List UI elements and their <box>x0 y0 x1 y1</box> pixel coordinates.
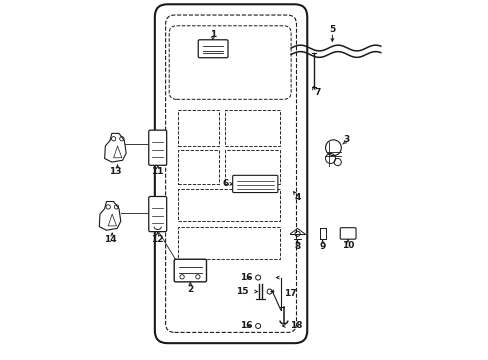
Text: 10: 10 <box>341 241 354 250</box>
Polygon shape <box>99 202 121 230</box>
Text: 15: 15 <box>235 287 247 296</box>
Text: 16: 16 <box>240 273 252 282</box>
FancyBboxPatch shape <box>198 40 227 58</box>
Bar <box>224 149 280 184</box>
FancyBboxPatch shape <box>148 130 166 165</box>
Bar <box>178 110 219 146</box>
FancyBboxPatch shape <box>174 259 206 282</box>
Text: 11: 11 <box>151 167 163 176</box>
Text: 2: 2 <box>187 285 193 294</box>
Bar <box>178 189 280 221</box>
Text: 17: 17 <box>284 289 296 298</box>
Polygon shape <box>104 134 126 162</box>
FancyBboxPatch shape <box>340 228 355 239</box>
Text: 5: 5 <box>328 25 335 34</box>
Text: 14: 14 <box>103 235 116 244</box>
Text: 9: 9 <box>319 242 325 251</box>
Bar <box>178 226 280 259</box>
FancyBboxPatch shape <box>232 175 277 193</box>
FancyBboxPatch shape <box>155 4 306 343</box>
Text: 13: 13 <box>109 167 122 176</box>
FancyBboxPatch shape <box>148 197 166 231</box>
Text: 16: 16 <box>240 321 252 330</box>
Bar <box>224 110 280 146</box>
Text: 12: 12 <box>151 235 163 244</box>
Text: 6: 6 <box>222 179 228 188</box>
Text: 18: 18 <box>290 321 302 330</box>
Text: 7: 7 <box>314 87 320 96</box>
Text: 4: 4 <box>294 193 300 202</box>
Text: 3: 3 <box>343 135 349 144</box>
Text: 1: 1 <box>209 30 216 39</box>
Text: 8: 8 <box>294 242 300 251</box>
Bar <box>178 149 219 184</box>
